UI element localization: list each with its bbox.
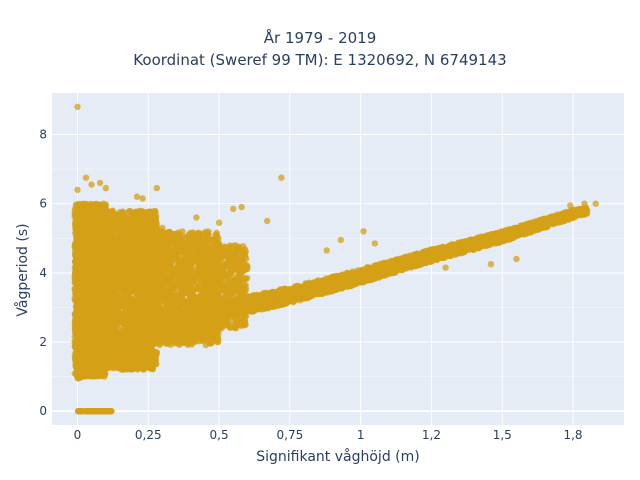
data-point bbox=[74, 353, 81, 360]
data-point bbox=[71, 279, 79, 287]
data-point bbox=[72, 339, 80, 346]
data-point bbox=[123, 280, 130, 287]
data-point bbox=[112, 301, 120, 308]
data-point bbox=[139, 272, 146, 280]
data-point bbox=[82, 234, 90, 242]
data-point bbox=[75, 318, 82, 325]
data-point bbox=[123, 218, 130, 225]
data-point bbox=[80, 241, 87, 248]
data-point bbox=[73, 290, 80, 297]
data-point bbox=[74, 348, 81, 355]
chart-title-line-2: Koordinat (Sweref 99 TM): E 1320692, N 6… bbox=[133, 51, 507, 69]
data-point bbox=[94, 215, 102, 222]
data-point bbox=[75, 209, 82, 216]
data-point bbox=[96, 289, 103, 296]
data-point bbox=[101, 264, 109, 271]
data-point bbox=[73, 302, 81, 310]
data-point bbox=[81, 264, 89, 271]
data-point bbox=[82, 274, 89, 281]
data-point bbox=[85, 250, 92, 257]
data-point bbox=[80, 298, 88, 305]
data-point bbox=[103, 314, 110, 321]
data-point bbox=[92, 249, 99, 257]
data-point bbox=[102, 209, 109, 216]
data-points bbox=[71, 103, 599, 415]
data-point bbox=[71, 311, 79, 318]
data-point bbox=[122, 298, 129, 305]
data-point bbox=[75, 257, 82, 265]
data-point bbox=[75, 232, 83, 240]
data-point bbox=[134, 239, 141, 247]
data-point bbox=[96, 408, 104, 415]
data-point bbox=[78, 327, 85, 334]
data-point bbox=[84, 217, 92, 225]
data-point bbox=[127, 254, 134, 261]
data-point bbox=[101, 331, 108, 338]
chart-title-line-1: År 1979 - 2019 bbox=[263, 29, 377, 47]
data-point bbox=[79, 251, 86, 259]
data-point bbox=[85, 311, 92, 319]
data-point bbox=[78, 307, 85, 315]
data-point bbox=[84, 335, 91, 343]
data-point bbox=[85, 202, 92, 209]
data-point bbox=[109, 310, 116, 317]
data-point bbox=[91, 300, 98, 308]
data-point bbox=[118, 210, 126, 217]
data-point bbox=[120, 325, 127, 332]
data-point bbox=[129, 220, 136, 228]
data-point bbox=[152, 353, 159, 361]
data-point bbox=[91, 294, 99, 301]
data-point bbox=[87, 408, 95, 415]
data-point bbox=[139, 231, 147, 238]
data-point bbox=[108, 408, 115, 415]
data-point bbox=[139, 365, 147, 372]
data-point bbox=[86, 209, 93, 216]
data-point bbox=[102, 408, 110, 415]
data-point bbox=[102, 201, 109, 208]
data-point bbox=[133, 272, 140, 279]
data-point bbox=[81, 408, 88, 415]
data-point bbox=[72, 270, 80, 278]
